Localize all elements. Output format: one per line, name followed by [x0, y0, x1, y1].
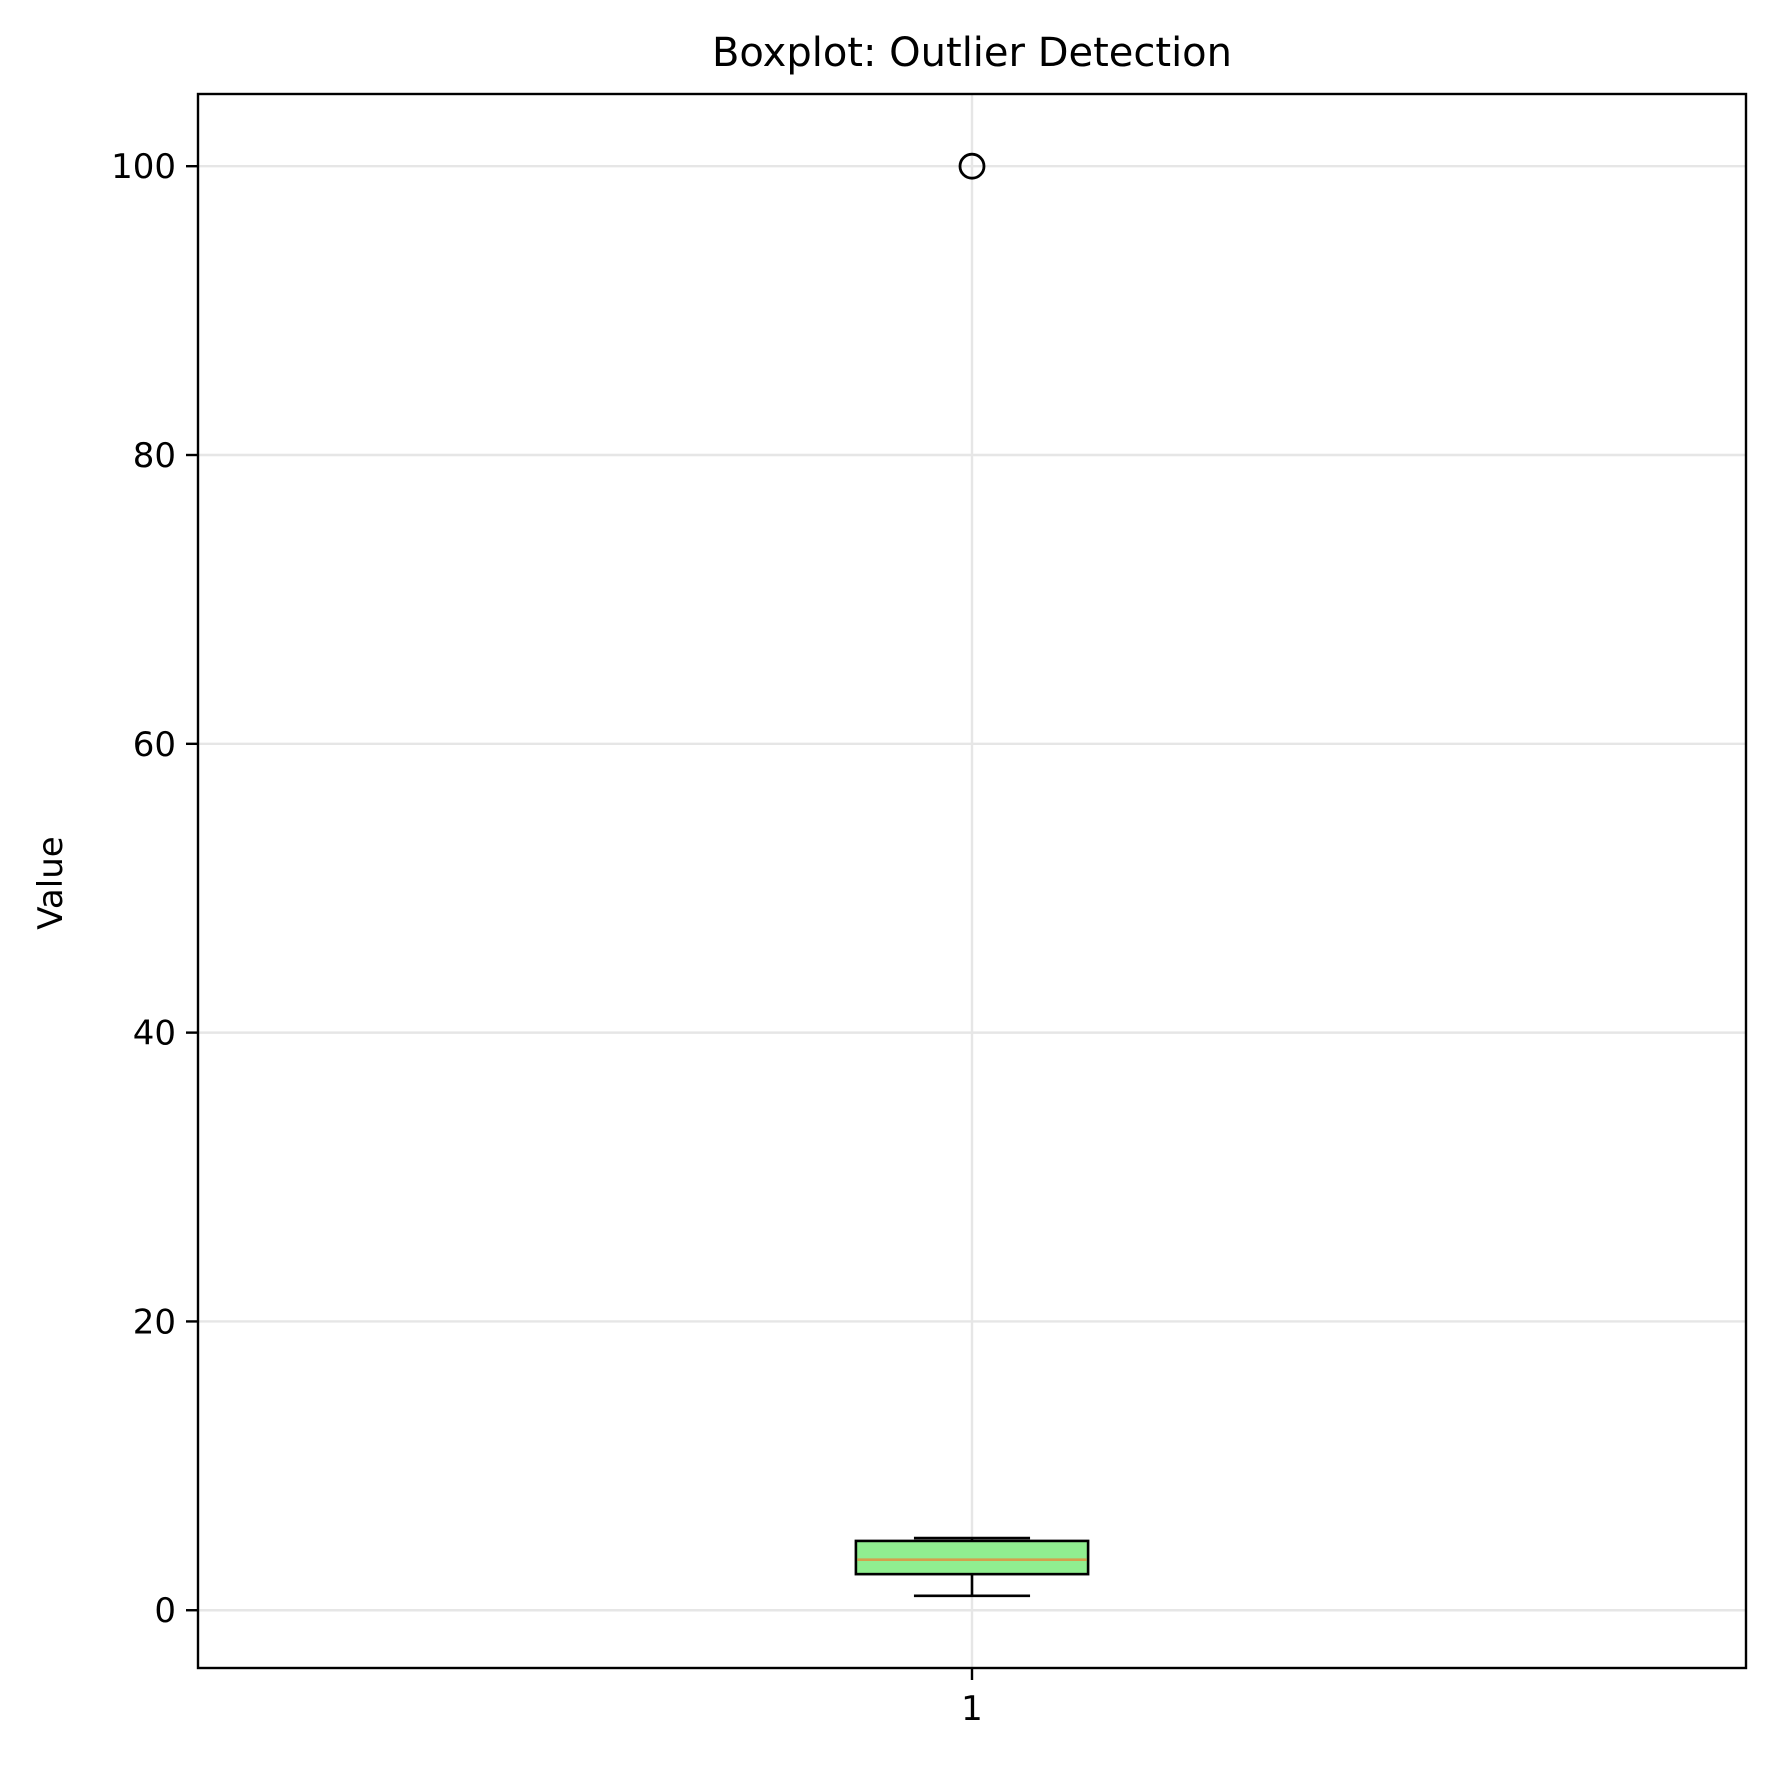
box-iqr	[854, 1539, 1090, 1576]
tick-layer: 0 20 40 60 80 100 1	[111, 147, 983, 1729]
y-tick-label: 0	[154, 1591, 176, 1631]
grid-layer	[198, 94, 1746, 1668]
y-tick-label: 40	[133, 1014, 176, 1054]
chart-title: Boxplot: Outlier Detection	[712, 30, 1232, 76]
y-tick-label: 20	[133, 1302, 176, 1342]
outlier-point	[958, 152, 986, 180]
y-tick-label: 100	[111, 147, 176, 187]
mark-layer	[854, 152, 1090, 1598]
x-tick-label: 1	[961, 1689, 983, 1729]
y-tick-label: 80	[133, 436, 176, 476]
y-axis-label: Value	[31, 836, 71, 929]
y-tick-label: 60	[133, 725, 176, 765]
